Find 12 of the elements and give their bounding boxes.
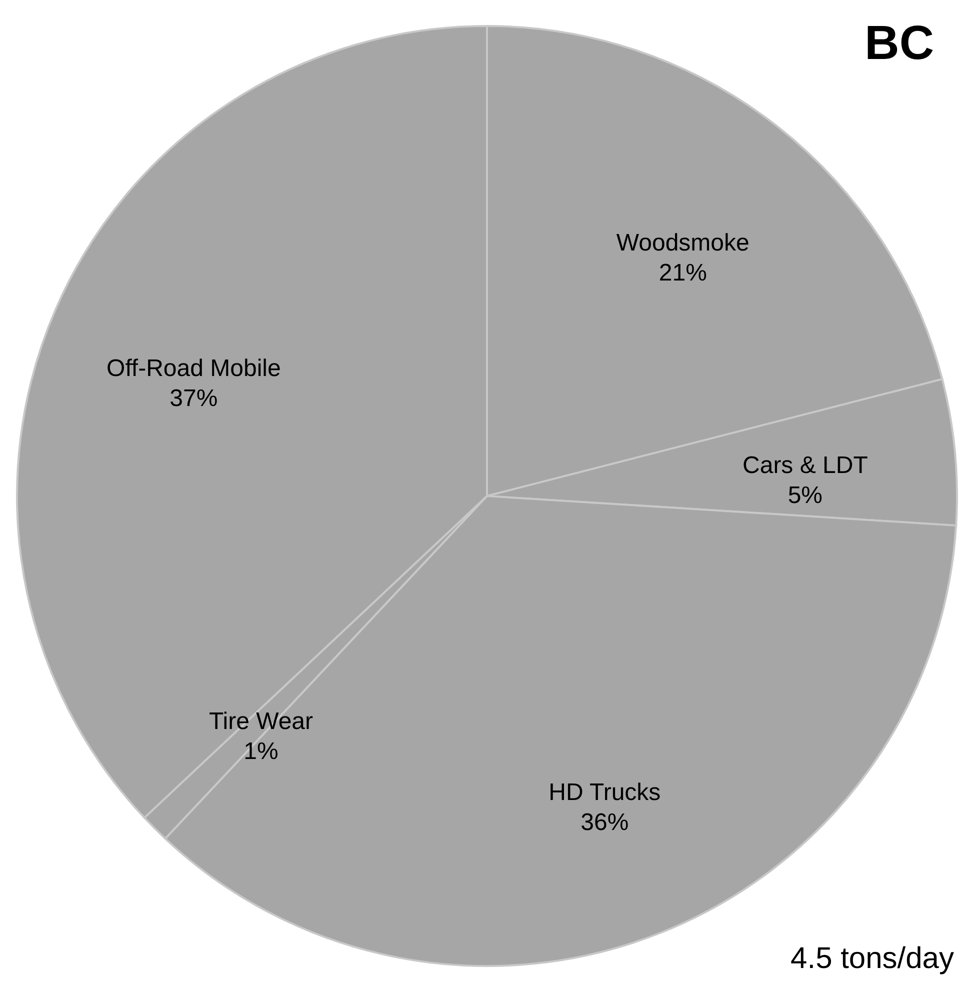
text: 4.5 tons/day — [790, 942, 954, 975]
data-label: 36% — [580, 809, 629, 836]
data-label: 1% — [244, 738, 278, 765]
slice-label: HD Trucks — [548, 779, 661, 806]
slice-label: Woodsmoke — [616, 229, 750, 256]
slice-label: Off-Road Mobile — [106, 355, 281, 382]
slice-label: Tire Wear — [209, 708, 314, 735]
data-label: 5% — [788, 482, 823, 509]
slice-label: Cars & LDT — [742, 452, 868, 479]
data-label: 37% — [170, 385, 218, 412]
data-label: 21% — [658, 259, 707, 286]
chart-title: BC — [864, 17, 934, 70]
